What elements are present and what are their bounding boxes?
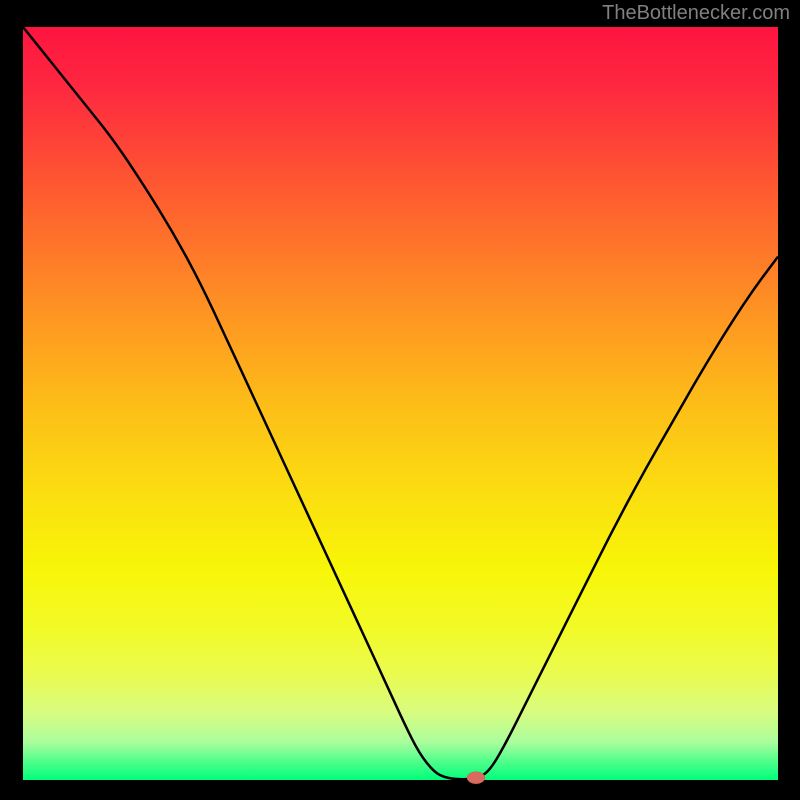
plot-background: [23, 27, 778, 780]
watermark-text: TheBottlenecker.com: [602, 2, 790, 25]
bottleneck-chart: [0, 0, 800, 800]
chart-container: TheBottlenecker.com: [0, 0, 800, 800]
optimal-marker: [467, 772, 485, 784]
